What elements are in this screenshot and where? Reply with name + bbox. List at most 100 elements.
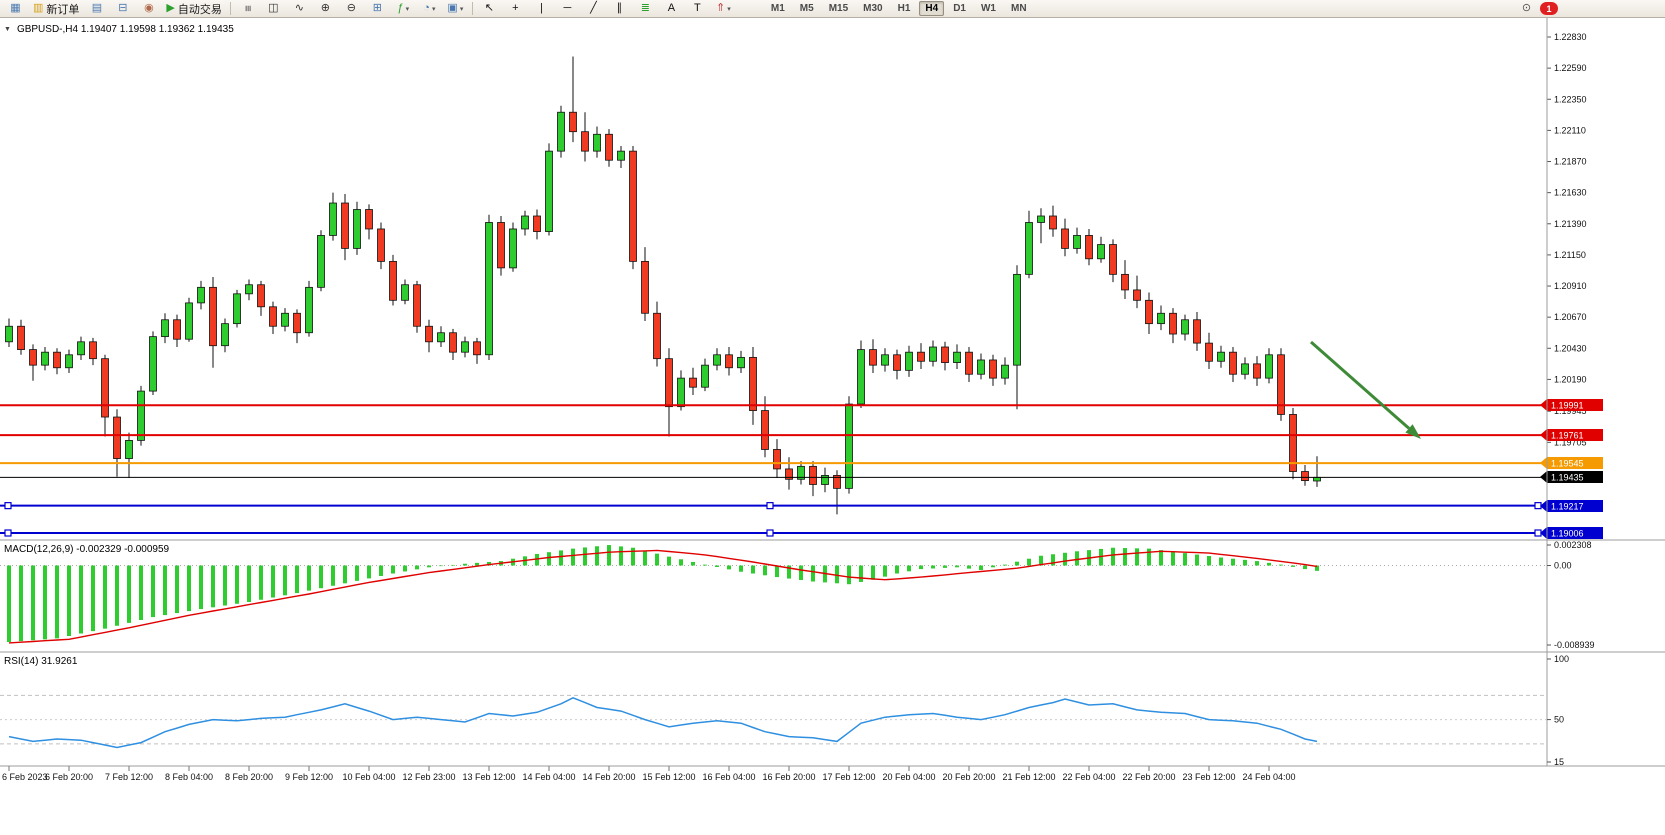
support-line-1-handle[interactable] [4, 502, 12, 510]
price-axis-label: 1.20910 [1554, 281, 1587, 291]
time-axis-label: 13 Feb 12:00 [462, 772, 515, 782]
time-axis-label: 7 Feb 12:00 [105, 772, 153, 782]
text-icon[interactable]: A [659, 0, 684, 18]
timeframe-M5[interactable]: M5 [799, 3, 814, 14]
notification-badge[interactable]: 1 [1540, 2, 1558, 15]
indicators-icon[interactable]: ƒ ▾ [391, 0, 416, 18]
tile-windows-icon[interactable]: ⊞ [365, 0, 390, 18]
chart-symbol-header: ▼ GBPUSD-,H4 1.19407 1.19598 1.19362 1.1… [4, 24, 234, 35]
dropdown-arrow-icon: ▾ [727, 5, 731, 13]
macd-axis-label: -0.008939 [1554, 640, 1595, 650]
price-chart-canvas[interactable]: 1.22830 1.22590 1.22350 1.22110 1.21870 1.216… [0, 18, 1665, 835]
price-axis-label: 1.20430 [1554, 343, 1587, 353]
support-line-2-handle[interactable] [4, 529, 12, 537]
chart-window-icon-glyph: ▦ [10, 2, 21, 14]
price-axis-label: 1.20670 [1554, 312, 1587, 322]
autotrading-glyph: ▶ [166, 2, 175, 14]
chart-window-icon[interactable]: ▦ [3, 0, 28, 18]
new-order-button-label: 新订单 [46, 3, 80, 16]
data-window-icon-glyph: ⊟ [118, 2, 128, 14]
timeframe-M15[interactable]: M15 [828, 3, 849, 14]
time-axis-label: 24 Feb 04:00 [1242, 772, 1295, 782]
price-axis-label: 1.19945 [1554, 406, 1587, 416]
support-line-1-handle[interactable] [766, 502, 774, 510]
trendline-icon[interactable]: ╱ [581, 0, 606, 18]
autotrading-button[interactable]: ▶ 自动交易 [162, 0, 225, 18]
vertical-line-icon-glyph: | [539, 2, 543, 14]
fibonacci-icon[interactable]: ≣ [633, 0, 658, 18]
trend-arrow[interactable] [1310, 340, 1421, 439]
indicators-icon-glyph: ƒ [397, 2, 404, 14]
timeframe-M1[interactable]: M1 [770, 3, 785, 14]
new-order-glyph: ▥ [33, 2, 44, 14]
candlestick-type-icon-glyph: ◫ [268, 2, 279, 14]
macd-signal-line [8, 549, 1318, 644]
line-chart-type-icon[interactable]: ∿ [287, 0, 312, 18]
time-axis-label: 10 Feb 04:00 [342, 772, 395, 782]
candlesticks [5, 56, 1321, 515]
price-axis: 1.22830 1.22590 1.22350 1.22110 1.21870 1.216… [1540, 32, 1603, 539]
timeframe-H4[interactable]: H4 [919, 1, 945, 16]
collapse-arrow-icon[interactable]: ▼ [4, 26, 11, 33]
resistance-line-2-badge-text: 1.19761 [1551, 431, 1584, 441]
price-axis-label: 1.22590 [1554, 63, 1587, 73]
horizontal-line-icon[interactable]: ─ [555, 0, 580, 18]
price-axis-label: 1.21630 [1554, 188, 1587, 198]
vertical-line-icon[interactable]: | [529, 0, 554, 18]
rsi-line [8, 696, 1318, 749]
macd-panel: 0.002308 0.00 -0.008939 [0, 540, 1595, 650]
support-line-2-handle[interactable] [766, 529, 774, 537]
new-order-button[interactable]: ▥ 新订单 [29, 0, 83, 18]
orange-level-line-badge-text: 1.19545 [1551, 459, 1584, 469]
timeframe-M30[interactable]: M30 [863, 3, 883, 14]
dropdown-arrow-icon: ▾ [431, 5, 436, 13]
macd-label: MACD(12,26,9) -0.002329 -0.000959 [4, 544, 170, 555]
price-axis-label: 1.22110 [1554, 125, 1586, 135]
support-line-1-handle[interactable] [1534, 502, 1542, 510]
bar-chart-type-icon[interactable]: ≡ [235, 0, 260, 18]
periods-icon[interactable]: ◔ ▾ [417, 0, 442, 18]
zoom-out-icon-glyph: ⊖ [346, 2, 356, 14]
price-axis-label: 1.19705 [1554, 437, 1587, 447]
templates-icon[interactable]: ▣ ▾ [443, 0, 468, 18]
label-icon[interactable]: T [685, 0, 710, 18]
horizontal-lines [0, 404, 1547, 537]
support-line-2-price-badge [1547, 527, 1603, 539]
data-window-icon[interactable]: ⊟ [110, 0, 135, 18]
channel-icon-glyph: ∥ [616, 2, 623, 14]
search-icon[interactable]: ⊙ [1514, 0, 1539, 18]
navigator-icon[interactable]: ◉ [136, 0, 161, 18]
time-axis-label: 8 Feb 04:00 [165, 772, 213, 782]
shapes-icon[interactable]: ⇑ ▾ [711, 0, 736, 18]
time-axis-label: 8 Feb 20:00 [225, 772, 273, 782]
market-watch-icon-glyph: ▤ [91, 2, 103, 14]
cursor-icon[interactable]: ↖ [477, 0, 502, 18]
navigator-icon-glyph: ◉ [144, 2, 154, 14]
price-axis-label: 1.22350 [1554, 94, 1587, 104]
market-watch-icon[interactable]: ▤ [84, 0, 109, 18]
channel-icon[interactable]: ∥ [607, 0, 632, 18]
shapes-icon-glyph: ⇑ [716, 2, 726, 14]
timeframe-H1[interactable]: H1 [897, 3, 911, 14]
candlestick-type-icon[interactable]: ◫ [261, 0, 286, 18]
chart-title: GBPUSD-,H4 1.19407 1.19598 1.19362 1.194… [16, 24, 234, 35]
timeframe-D1[interactable]: D1 [953, 3, 966, 14]
toolbar-sep [229, 2, 231, 15]
time-axis-label: 14 Feb 20:00 [582, 772, 635, 782]
rsi-axis-label: 100 [1554, 654, 1569, 664]
crosshair-icon[interactable]: + [503, 0, 528, 18]
price-axis-label: 1.22830 [1554, 32, 1587, 42]
zoom-out-icon[interactable]: ⊖ [339, 0, 364, 18]
bar-chart-type-icon-glyph: ≡ [241, 5, 254, 12]
current-price-line-price-badge [1547, 471, 1603, 483]
rsi-axis-label: 50 [1554, 715, 1564, 725]
time-axis-label: 6 Feb 20:00 [45, 772, 93, 782]
chart-area: 1.22830 1.22590 1.22350 1.22110 1.21870 1.216… [0, 18, 1665, 835]
time-axis-label: 12 Feb 23:00 [402, 772, 455, 782]
timeframe-MN[interactable]: MN [1010, 3, 1027, 14]
resistance-line-2-price-badge [1547, 429, 1603, 441]
timeframe-W1[interactable]: W1 [980, 3, 996, 14]
zoom-in-icon[interactable]: ⊕ [313, 0, 338, 18]
resistance-line-1-badge-text: 1.19991 [1551, 401, 1584, 411]
